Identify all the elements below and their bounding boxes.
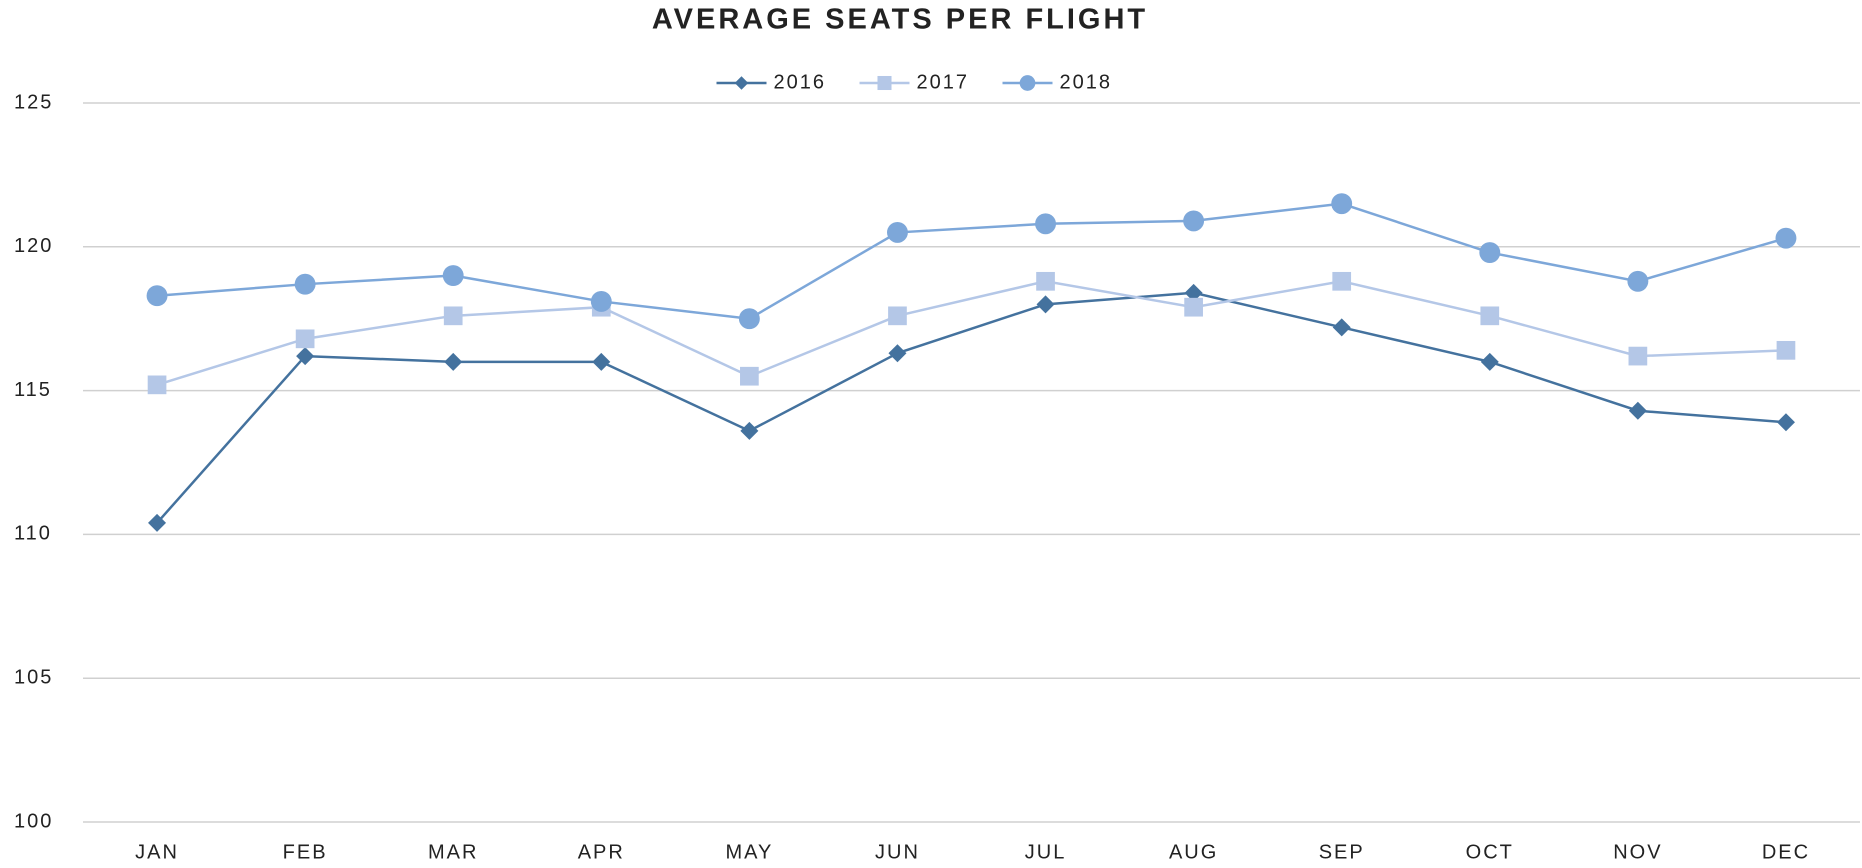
marker bbox=[1184, 297, 1203, 317]
x-tick-label: MAY bbox=[725, 841, 773, 863]
marker bbox=[294, 273, 316, 295]
marker bbox=[1775, 227, 1797, 249]
marker bbox=[877, 75, 892, 91]
series-line bbox=[156, 202, 1787, 320]
y-tick-label: 100 bbox=[14, 810, 53, 832]
marker bbox=[1776, 413, 1795, 432]
marker bbox=[888, 344, 907, 363]
y-tick-label: 105 bbox=[14, 666, 53, 688]
marker bbox=[740, 421, 759, 440]
legend-label: 2018 bbox=[1060, 71, 1113, 93]
marker bbox=[1183, 210, 1205, 232]
marker bbox=[443, 306, 463, 326]
marker bbox=[1332, 318, 1351, 337]
x-tick-label: OCT bbox=[1466, 841, 1514, 863]
legend-label: 2017 bbox=[917, 71, 970, 93]
x-tick-label: APR bbox=[578, 841, 625, 863]
marker bbox=[887, 221, 908, 243]
series-line bbox=[156, 291, 1787, 524]
marker bbox=[442, 265, 464, 287]
x-tick-label: SEP bbox=[1319, 841, 1365, 863]
marker bbox=[1480, 352, 1499, 371]
marker bbox=[1331, 193, 1353, 215]
x-tick-label: NOV bbox=[1613, 841, 1662, 863]
x-tick-label: DEC bbox=[1762, 841, 1810, 863]
legend-label: 2016 bbox=[774, 71, 827, 93]
marker bbox=[734, 76, 749, 90]
marker bbox=[444, 352, 463, 371]
marker bbox=[295, 329, 315, 349]
marker bbox=[296, 347, 315, 366]
marker bbox=[738, 308, 760, 330]
y-tick-label: 115 bbox=[14, 379, 52, 401]
marker bbox=[147, 375, 167, 395]
marker bbox=[1036, 295, 1055, 314]
x-tick-label: JAN bbox=[135, 841, 179, 863]
marker bbox=[148, 513, 167, 532]
x-tick-label: FEB bbox=[283, 841, 328, 863]
y-tick-label: 110 bbox=[14, 523, 52, 545]
marker bbox=[590, 290, 612, 312]
y-tick-label: 120 bbox=[14, 235, 53, 257]
x-tick-label: JUL bbox=[1025, 841, 1067, 863]
marker bbox=[1776, 340, 1796, 360]
marker bbox=[1035, 213, 1056, 235]
chart-title: AVERAGE SEATS PER FLIGHT bbox=[652, 4, 1148, 36]
marker bbox=[592, 352, 611, 371]
x-tick-label: AUG bbox=[1169, 841, 1218, 863]
x-tick-label: JUN bbox=[875, 841, 920, 863]
marker bbox=[1480, 306, 1500, 326]
x-tick-label: MAR bbox=[428, 841, 478, 863]
series-line bbox=[156, 280, 1787, 387]
marker bbox=[888, 306, 907, 326]
marker bbox=[1036, 271, 1055, 291]
marker bbox=[1019, 75, 1036, 91]
marker bbox=[1479, 242, 1501, 264]
marker bbox=[1332, 271, 1352, 291]
marker bbox=[740, 366, 759, 386]
y-tick-label: 125 bbox=[14, 91, 53, 113]
marker bbox=[1184, 283, 1203, 302]
marker bbox=[1628, 401, 1647, 420]
marker bbox=[1628, 346, 1648, 366]
marker bbox=[1627, 270, 1649, 292]
marker bbox=[146, 285, 168, 307]
